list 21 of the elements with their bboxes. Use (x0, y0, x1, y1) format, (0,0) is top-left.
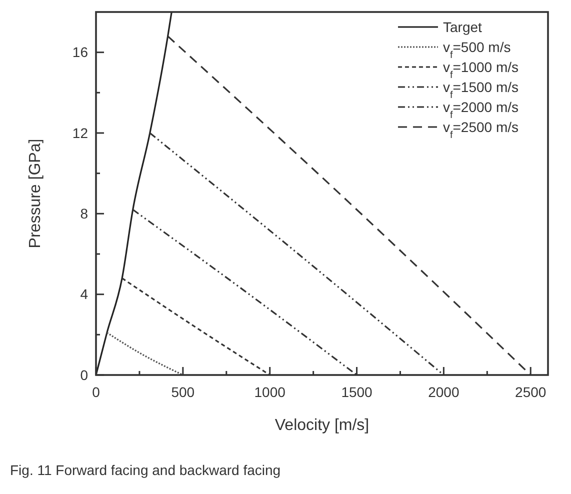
legend-label: v$_{f}$=1000 m/s (443, 58, 518, 80)
legend-label: v$_{f}$=2000 m/s (443, 98, 518, 120)
x-tick-label: 2500 (515, 384, 546, 400)
y-axis-title: Pressure [GPa] (27, 138, 44, 248)
x-tick-label: 1500 (341, 384, 373, 400)
caption: Fig. 11 Forward facing and backward facing (10, 462, 281, 478)
line-series (96, 12, 172, 375)
y-tick-label: 0 (80, 366, 88, 383)
y-tick-label: 12 (72, 124, 88, 141)
legend-label: v$_{f}$=2500 m/s (443, 118, 518, 140)
legend-label: v$_{f}$=1500 m/s (443, 78, 518, 100)
y-tick-label: 8 (80, 206, 88, 222)
legend-label: Target (443, 18, 482, 35)
y-tick-label: 4 (80, 286, 88, 302)
legend-label: v$_{f}$=500 m/s (443, 38, 511, 60)
x-tick-label: 500 (171, 384, 195, 400)
x-axis-title: Velocity [m/s] (274, 417, 370, 434)
x-tick-label: 2000 (428, 384, 460, 400)
x-tick-label: 0 (92, 384, 100, 400)
x-tick-label: 1000 (254, 384, 286, 400)
y-tick-label: 16 (72, 44, 88, 60)
